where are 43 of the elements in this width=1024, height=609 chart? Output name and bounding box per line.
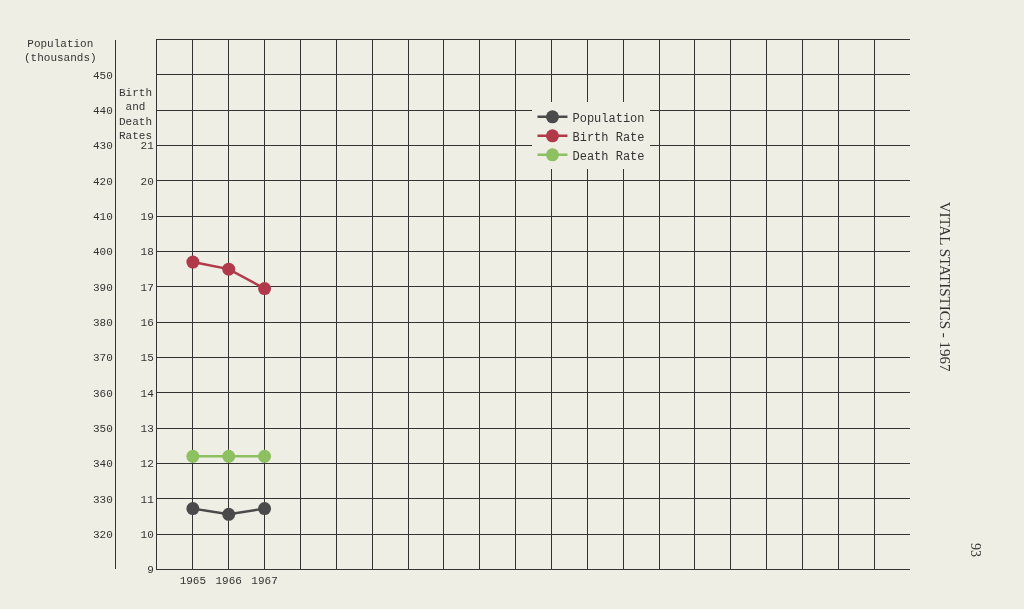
y2-tick-label: 13: [140, 422, 154, 435]
y2-tick-label: 11: [140, 493, 155, 506]
x-tick-label: 1966: [215, 574, 242, 587]
y2-tick-label: 15: [140, 352, 154, 365]
x-tick-label: 1967: [251, 574, 278, 587]
y-axis-title: Population (thousands): [24, 38, 97, 65]
y2-tick-label: 21: [140, 140, 155, 153]
x-tick-label: 1965: [179, 574, 207, 587]
legend-label: Population: [572, 111, 645, 126]
y2-tick-label: 18: [140, 246, 154, 259]
y-tick-label: 380: [92, 316, 113, 329]
point: [258, 282, 272, 296]
point: [222, 449, 236, 463]
point: [186, 255, 200, 269]
y-tick-label: 340: [92, 458, 113, 471]
y2-tick-label: 16: [140, 316, 154, 329]
y2-tick-label: 12: [140, 458, 154, 471]
y-tick-label: 420: [92, 175, 113, 188]
y-tick-label: 350: [92, 422, 113, 435]
y2-tick-label: 10: [140, 528, 154, 541]
point: [186, 449, 200, 463]
legend-label: Death Rate: [572, 149, 645, 164]
y2-tick-label: 19: [140, 211, 154, 223]
point: [222, 262, 236, 276]
y-tick-label: 390: [92, 281, 113, 294]
y-tick-label: 320: [92, 528, 113, 541]
y2-axis-title: Birth and Death Rates: [119, 87, 153, 142]
y-tick-label: 400: [92, 246, 113, 259]
point: [258, 449, 272, 463]
y2-tick-label: 20: [140, 175, 154, 188]
y-tick-label: 370: [92, 352, 113, 365]
y-tick-label: 450: [92, 69, 113, 82]
y-tick-label: 360: [92, 387, 113, 400]
legend-label: Birth Rate: [572, 130, 645, 145]
y2-tick-label: 9: [147, 564, 154, 577]
text: 93: [968, 543, 984, 558]
text: VITAL STATISTICS - 1967: [936, 201, 953, 373]
y-tick-label: 410: [92, 211, 113, 223]
y-tick-label: 330: [92, 493, 113, 506]
y2-tick-label: 14: [140, 387, 155, 400]
y-tick-label: 440: [92, 105, 113, 118]
y-tick-label: 430: [92, 140, 113, 153]
y2-tick-label: 17: [140, 281, 154, 294]
